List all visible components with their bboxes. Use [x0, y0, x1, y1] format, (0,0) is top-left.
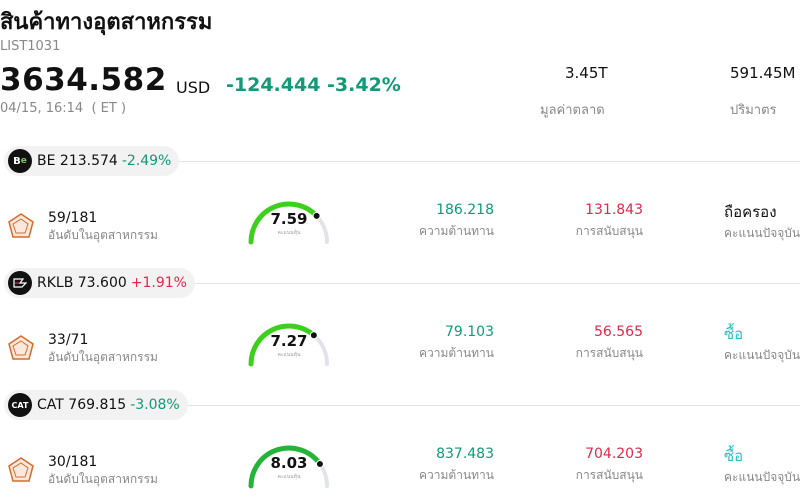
resistance-label: ความต้านทาน: [419, 346, 494, 360]
resistance-value: 186.218: [436, 202, 494, 218]
timestamp: 04/15, 16:14 ( ET ): [0, 101, 127, 116]
market-cap-value: 3.45T: [565, 64, 608, 82]
support-value: 131.843: [585, 202, 643, 218]
gauge-fill: [248, 445, 323, 489]
index-change: -124.444 -3.42%: [226, 74, 401, 96]
score-gauge: [248, 445, 329, 489]
rank-pentagon-icon: [8, 213, 34, 238]
stock-change: -2.49%: [121, 153, 172, 169]
index-price: 3634.582: [0, 62, 167, 98]
current-rating-label: คะแนนปัจจุบัน: [724, 348, 800, 362]
gauge-needle-dot: [309, 331, 318, 340]
page-title: สินค้าทางอุตสาหกรรม: [0, 10, 213, 35]
rank-pentagon-icon: [8, 335, 34, 360]
stock-score: 8.03: [270, 454, 308, 472]
current-rating-label: คะแนนปัจจุบัน: [724, 226, 800, 240]
stock-row-rklb[interactable]: 33/71 อันดับในอุตสาหกรรม 7.27 คะแนนหุ้น …: [0, 323, 800, 394]
stock-row-cat[interactable]: 30/181 อันดับในอุตสาหกรรม 8.03 คะแนนหุ้น…: [0, 445, 800, 499]
current-rating: ถือครอง: [724, 203, 777, 221]
stock-score-label: คะแนนหุ้น: [277, 352, 301, 358]
gauge-needle-dot: [315, 459, 324, 468]
industry-rank-label: อันดับในอุตสาหกรรม: [48, 350, 158, 364]
gauge-fill: [248, 201, 320, 245]
cat-logo-icon: CAT: [8, 393, 32, 417]
stock-score: 7.59: [270, 210, 308, 228]
gauge-needle-dot: [312, 211, 321, 220]
stock-price: 213.574: [59, 153, 118, 169]
industry-rank-label: อันดับในอุตสาหกรรม: [48, 472, 158, 486]
resistance-value: 837.483: [436, 446, 494, 462]
support-label: การสนับสนุน: [575, 468, 643, 482]
stock-symbol: CAT: [37, 397, 64, 413]
current-rating: ซื้อ: [724, 325, 744, 343]
stock-change: +1.91%: [130, 275, 187, 291]
support-value: 56.565: [594, 324, 643, 340]
support-label: การสนับสนุน: [575, 346, 643, 360]
section-divider: [176, 283, 800, 284]
industry-rank-label: อันดับในอุตสาหกรรม: [48, 228, 158, 242]
support-label: การสนับสนุน: [575, 224, 643, 238]
stock-row-be[interactable]: 59/181 อันดับในอุตสาหกรรม 7.59 คะแนนหุ้น…: [0, 201, 800, 272]
section-divider: [176, 405, 800, 406]
score-gauge: [248, 323, 329, 367]
stock-chip-rklb[interactable]: RKLB 73.600 +1.91%: [4, 268, 195, 298]
rklb-logo-icon: [8, 271, 32, 295]
resistance-label: ความต้านทาน: [419, 468, 494, 482]
market-cap-label: มูลค่าตลาด: [540, 103, 605, 118]
stock-price: 769.815: [68, 397, 127, 413]
volume-label: ปริมาตร: [730, 103, 777, 118]
stock-score: 7.27: [270, 332, 308, 350]
support-value: 704.203: [585, 446, 643, 462]
resistance-value: 79.103: [445, 324, 494, 340]
rank-pentagon-icon: [8, 457, 34, 482]
current-rating: ซื้อ: [724, 447, 744, 465]
stock-score-label: คะแนนหุ้น: [277, 474, 301, 480]
stock-symbol: RKLB: [37, 275, 74, 291]
score-gauge: [248, 201, 329, 245]
volume-value: 591.45M: [730, 64, 796, 82]
currency-label: USD: [176, 78, 211, 97]
stock-chip-cat[interactable]: CAT CAT 769.815 -3.08%: [4, 390, 188, 420]
resistance-label: ความต้านทาน: [419, 224, 494, 238]
stock-price: 73.600: [77, 275, 127, 291]
gauge-fill: [248, 323, 317, 367]
section-divider: [176, 161, 800, 162]
list-id: LIST1031: [0, 39, 61, 54]
stock-change: -3.08%: [130, 397, 180, 413]
stock-symbol: BE: [37, 153, 56, 169]
industry-rank: 30/181: [48, 454, 98, 470]
industry-rank: 59/181: [48, 210, 98, 226]
industry-rank: 33/71: [48, 332, 89, 348]
current-rating-label: คะแนนปัจจุบัน: [724, 470, 800, 484]
stock-score-label: คะแนนหุ้น: [277, 230, 301, 236]
